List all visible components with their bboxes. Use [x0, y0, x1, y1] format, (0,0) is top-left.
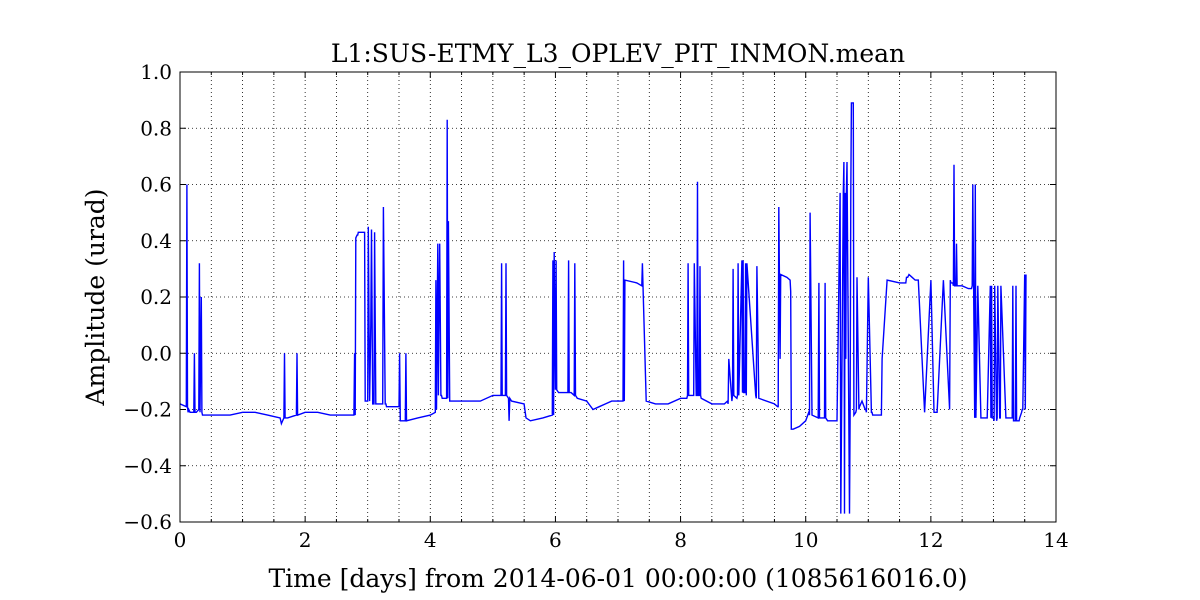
x-tick-label: 14	[1043, 528, 1068, 552]
x-axis-label: Time [days] from 2014-06-01 00:00:00 (10…	[268, 564, 967, 593]
y-tick-label: 0.0	[140, 341, 172, 365]
x-tick-label: 4	[424, 528, 437, 552]
chart-title: L1:SUS-ETMY_L3_OPLEV_PIT_INMON.mean	[331, 39, 905, 68]
x-tick-label: 8	[674, 528, 687, 552]
y-tick-label: −0.4	[123, 454, 172, 478]
y-tick-label: 0.6	[140, 173, 172, 197]
y-tick-label: 0.8	[140, 116, 172, 140]
x-tick-label: 10	[793, 528, 818, 552]
y-tick-label: 1.0	[140, 60, 172, 84]
x-tick-label: 12	[918, 528, 943, 552]
ticks: 0 2 4 6 8 10 12 14 −0.6 −0.4 −0.2 0.0 0.2 0.4 0.6 0.8 1.…	[123, 60, 1068, 552]
x-tick-label: 6	[549, 528, 562, 552]
series-line	[179, 102, 1027, 514]
plot-frame	[179, 71, 1057, 523]
y-tick-label: 0.2	[140, 285, 172, 309]
y-axis-label: Amplitude (urad)	[81, 188, 110, 406]
x-tick-label: 0	[174, 528, 187, 552]
x-tick-label: 2	[299, 528, 312, 552]
y-tick-label: −0.2	[123, 398, 172, 422]
y-tick-label: −0.6	[123, 510, 172, 534]
y-tick-label: 0.4	[140, 229, 172, 253]
series-layer	[179, 102, 1027, 514]
